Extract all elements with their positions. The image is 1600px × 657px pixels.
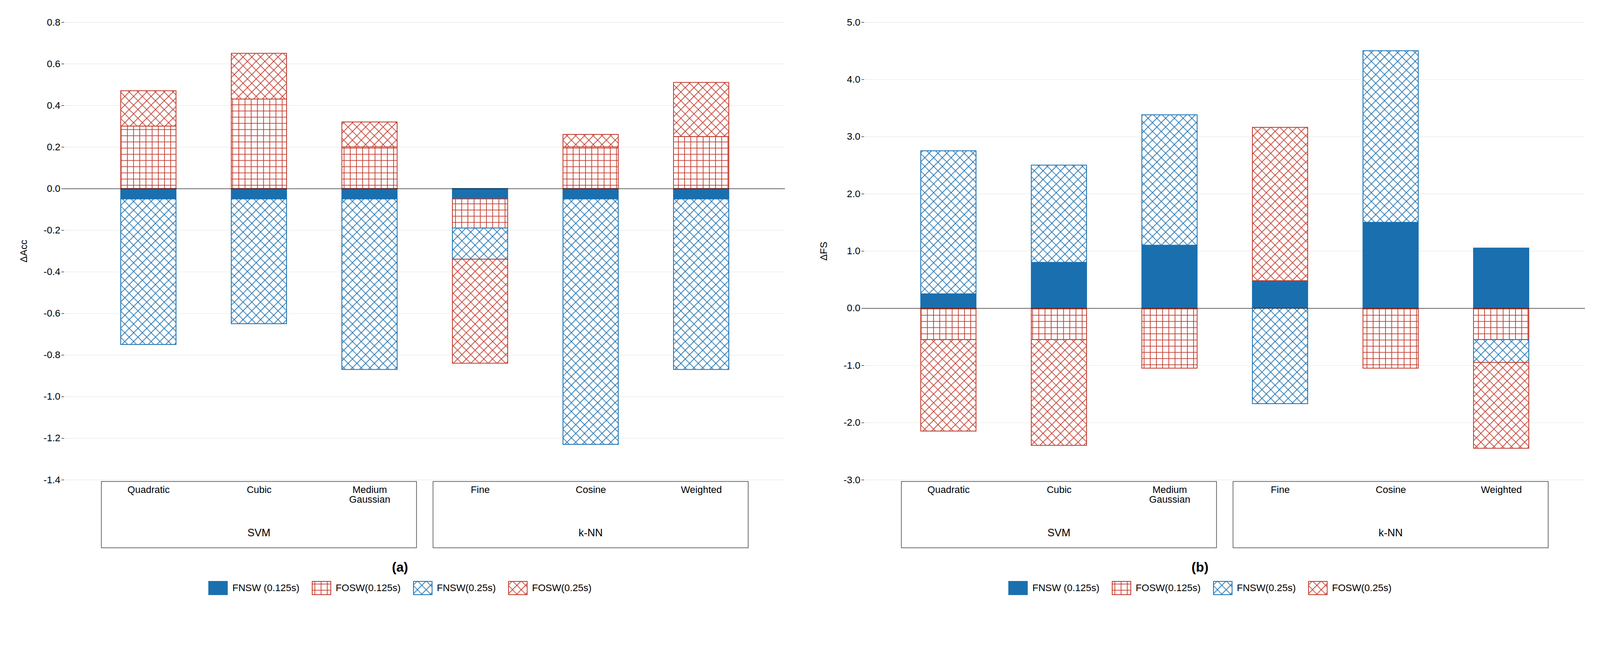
svg-text:1.0: 1.0 (846, 245, 861, 257)
svg-text:-3.0: -3.0 (843, 474, 861, 486)
svg-text:-1.4: -1.4 (43, 474, 61, 486)
svg-text:-2.0: -2.0 (843, 417, 861, 429)
svg-text:-0.8: -0.8 (43, 349, 61, 361)
svg-text:-0.2: -0.2 (43, 224, 61, 236)
svg-text:0.8: 0.8 (46, 16, 61, 28)
html-text:FNSW(0.25s): FNSW(0.25s) (1236, 582, 1296, 594)
svg-text:Fine: Fine (470, 484, 490, 496)
svg-text:Cubic: Cubic (1046, 484, 1072, 496)
svg-text:0.6: 0.6 (46, 58, 61, 70)
svg-text:-1.0: -1.0 (43, 390, 61, 402)
svg-text:SVM: SVM (247, 526, 271, 539)
html-text:(b): (b) (1191, 559, 1209, 575)
svg-text:Fine: Fine (1270, 484, 1290, 496)
svg-text:k-NN: k-NN (1378, 526, 1403, 539)
svg-text:Cosine: Cosine (1375, 484, 1406, 496)
svg-text:-1.0: -1.0 (843, 359, 861, 372)
svg-text:-0.6: -0.6 (43, 307, 61, 319)
html-text:FOSW(0.125s): FOSW(0.125s) (335, 582, 401, 594)
svg-text:Quadratic: Quadratic (927, 484, 970, 496)
svg-text:0.4: 0.4 (46, 99, 61, 112)
html-text:FNSW (0.125s): FNSW (0.125s) (232, 582, 300, 594)
svg-text:2.0: 2.0 (846, 188, 861, 200)
svg-text:0.2: 0.2 (46, 141, 61, 153)
svg-text:-0.4: -0.4 (43, 266, 61, 278)
svg-text:Quadratic: Quadratic (127, 484, 170, 496)
svg-text:Weighted: Weighted (1480, 484, 1522, 496)
svg-text:Cubic: Cubic (246, 484, 272, 496)
svg-text:k-NN: k-NN (578, 526, 603, 539)
svg-text:ΔFS: ΔFS (818, 241, 830, 261)
svg-text:0.0: 0.0 (46, 183, 61, 195)
html-text:(a): (a) (391, 559, 409, 575)
svg-text:Weighted: Weighted (680, 484, 722, 496)
html-text:FOSW(0.125s): FOSW(0.125s) (1135, 582, 1201, 594)
svg-text:MediumGaussian: MediumGaussian (348, 484, 391, 506)
svg-text:0.0: 0.0 (846, 302, 861, 314)
svg-text:-1.2: -1.2 (43, 432, 61, 444)
svg-text:SVM: SVM (1047, 526, 1071, 539)
svg-text:ΔAcc: ΔAcc (18, 239, 30, 263)
html-text:FNSW(0.25s): FNSW(0.25s) (436, 582, 496, 594)
html-text:FOSW(0.25s): FOSW(0.25s) (532, 582, 592, 594)
svg-text:Cosine: Cosine (575, 484, 606, 496)
svg-text:3.0: 3.0 (846, 130, 861, 142)
svg-text:MediumGaussian: MediumGaussian (1148, 484, 1191, 506)
svg-text:5.0: 5.0 (846, 16, 861, 28)
html-text:FNSW (0.125s): FNSW (0.125s) (1032, 582, 1100, 594)
html-text:FOSW(0.25s): FOSW(0.25s) (1332, 582, 1392, 594)
svg-text:4.0: 4.0 (846, 73, 861, 85)
